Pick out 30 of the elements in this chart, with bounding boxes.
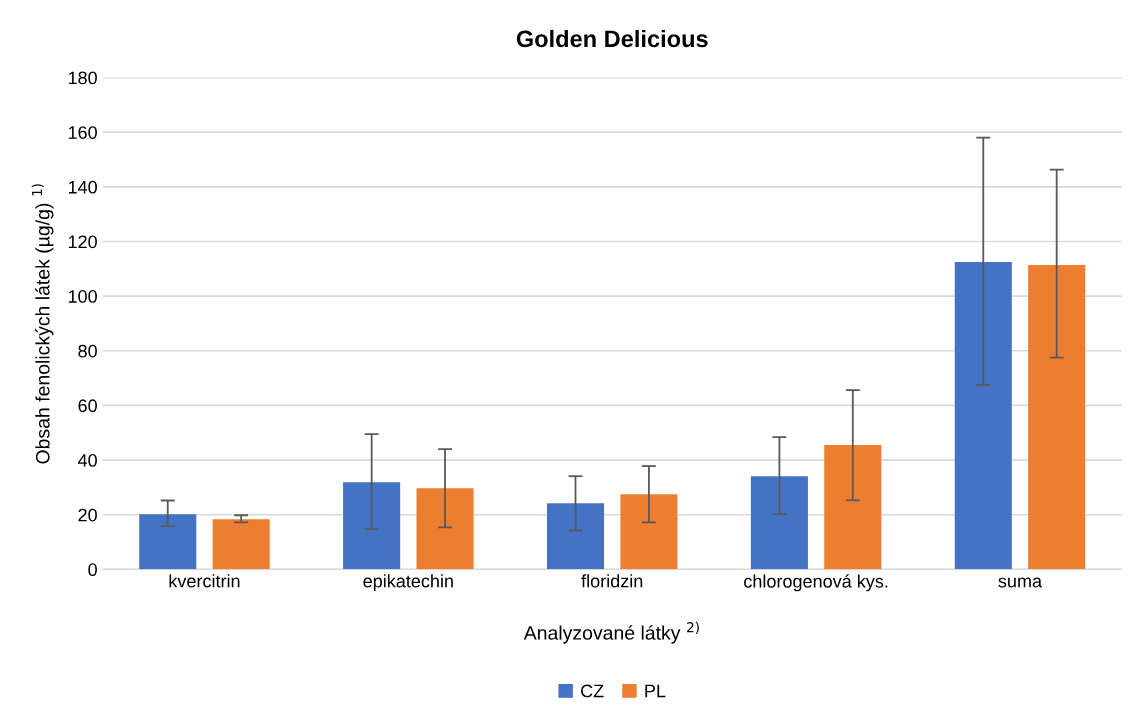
chart-title: Golden Delicious xyxy=(516,29,708,48)
bar xyxy=(620,494,678,570)
y-tick-label: 160 xyxy=(68,126,97,139)
bar xyxy=(824,445,882,570)
x-tick-label: suma xyxy=(998,577,1043,588)
y-tick-label: 180 xyxy=(68,71,97,85)
x-tick-label: floridzin xyxy=(581,574,643,588)
x-axis-title: Analyzované látky $^{2)}$ xyxy=(523,621,699,644)
y-tick-label: 20 xyxy=(78,508,97,522)
x-tick-label: chlorogenová kys. xyxy=(744,574,888,592)
y-tick-label: 120 xyxy=(68,235,97,249)
y-tick-label: 140 xyxy=(68,180,97,194)
y-tick-label: 60 xyxy=(78,399,97,413)
legend-label: PL xyxy=(645,684,666,698)
bar xyxy=(416,488,474,570)
x-tick-label: kvercitrin xyxy=(169,574,240,588)
y-tick-label: 80 xyxy=(78,344,97,358)
y-tick-label: 0 xyxy=(88,563,97,577)
legend-label: CZ xyxy=(581,684,604,698)
y-tick-label: 40 xyxy=(77,454,97,467)
bar xyxy=(954,261,1012,570)
bar xyxy=(1028,264,1086,570)
bar xyxy=(343,482,401,570)
y-tick-label: 100 xyxy=(68,290,97,303)
bar xyxy=(546,503,605,570)
x-tick-label: epikatechin xyxy=(363,574,453,592)
bar xyxy=(212,519,270,570)
bar xyxy=(750,476,808,570)
bar xyxy=(139,514,197,570)
y-axis-title: Obsah fenolických látek (µg/g) $^{1)}$ xyxy=(31,184,54,464)
